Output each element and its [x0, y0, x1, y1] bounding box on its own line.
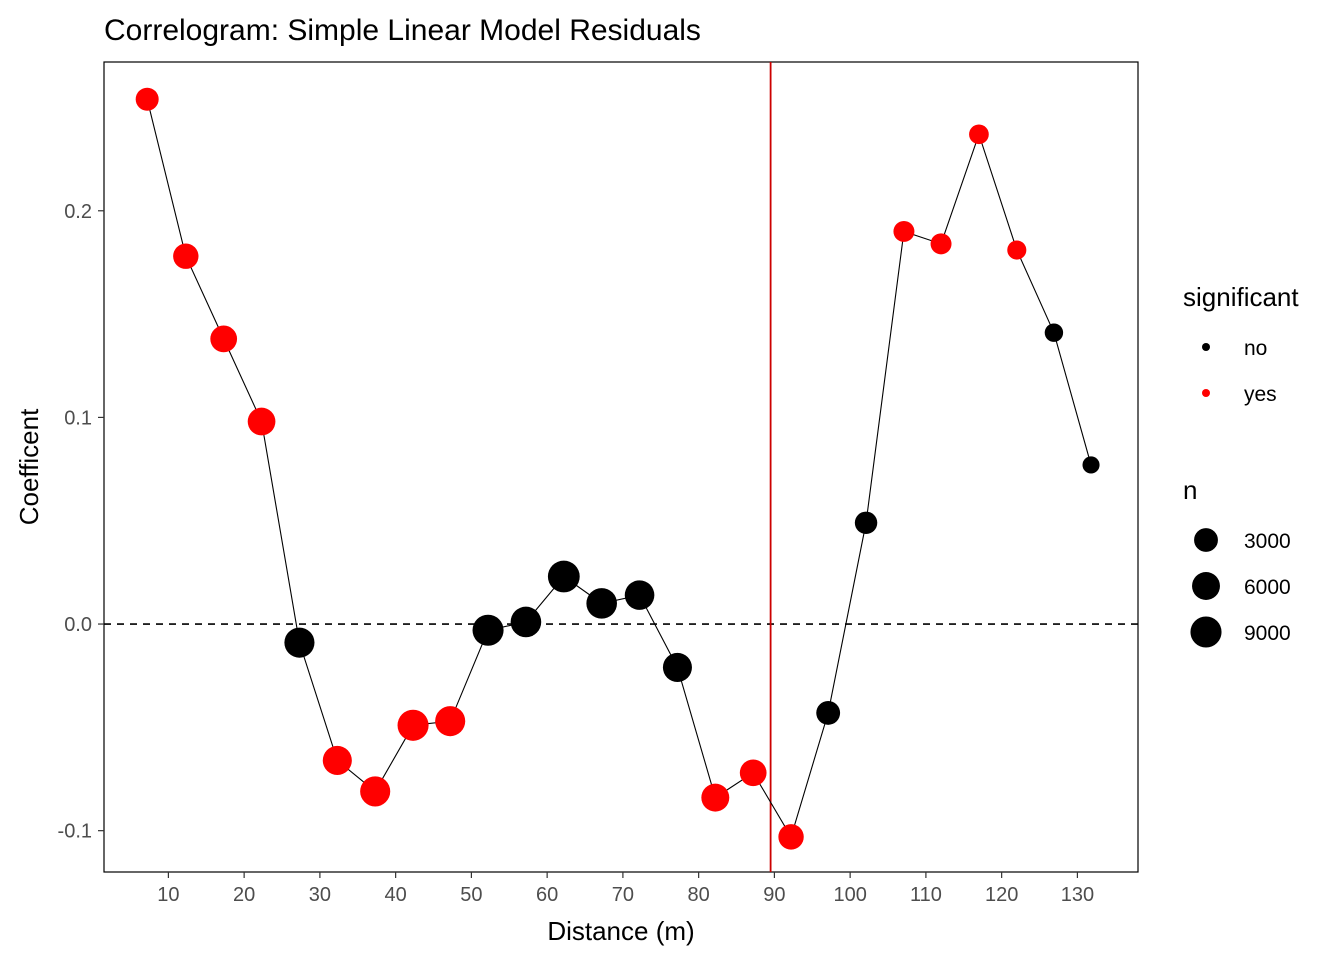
legend-title-n: n — [1183, 475, 1197, 505]
legend-key-no — [1202, 343, 1210, 351]
chart-title: Correlogram: Simple Linear Model Residua… — [104, 14, 701, 47]
data-point-not-significant — [472, 614, 504, 646]
data-point-not-significant — [1044, 323, 1064, 342]
x-tick-label: 10 — [157, 884, 179, 906]
data-point-significant — [173, 243, 199, 269]
data-point-significant — [322, 745, 352, 775]
data-point-significant — [247, 407, 276, 436]
data-point-not-significant — [510, 606, 542, 638]
data-point-significant — [435, 706, 466, 737]
series-line — [146, 99, 1092, 839]
data-point-significant — [1007, 240, 1027, 260]
legend-title-significant: significant — [1183, 282, 1299, 312]
x-tick-label: 60 — [536, 884, 558, 906]
data-point-not-significant — [854, 511, 878, 535]
legend-key-size-3000 — [1194, 528, 1218, 552]
x-tick-label: 50 — [460, 884, 482, 906]
data-point-not-significant — [662, 652, 692, 682]
legend-label-6000: 6000 — [1244, 576, 1291, 599]
legend: significant no yes n 3000 6000 9000 — [1183, 282, 1299, 648]
legend-label-yes: yes — [1244, 383, 1277, 406]
legend-key-size-6000 — [1192, 572, 1220, 600]
data-point-not-significant — [547, 560, 580, 593]
x-tick-label: 20 — [233, 884, 255, 906]
x-axis-label: Distance (m) — [547, 916, 694, 946]
x-tick-label: 70 — [612, 884, 634, 906]
x-tick-label: 130 — [1061, 884, 1094, 906]
legend-key-yes — [1202, 389, 1210, 397]
data-point-significant — [360, 776, 391, 807]
x-tick-label: 80 — [688, 884, 710, 906]
data-point-significant — [135, 87, 159, 111]
data-point-not-significant — [816, 700, 841, 725]
legend-label-no: no — [1244, 337, 1267, 360]
plot-panel-border — [103, 61, 1139, 873]
y-axis-label: Coefficent — [14, 408, 44, 525]
data-point-significant — [397, 709, 429, 741]
data-point-significant — [930, 233, 952, 255]
y-tick-label: 0.0 — [64, 614, 92, 636]
legend-key-size-9000 — [1190, 616, 1222, 648]
data-point-significant — [893, 220, 915, 242]
x-tick-label: 100 — [833, 884, 866, 906]
legend-label-3000: 3000 — [1244, 530, 1291, 553]
y-tick-label: 0.2 — [64, 201, 92, 223]
data-point-significant — [739, 759, 767, 787]
data-point-significant — [210, 325, 238, 353]
data-point-not-significant — [284, 627, 315, 658]
data-point-not-significant — [1082, 456, 1100, 474]
x-tick-label: 40 — [385, 884, 407, 906]
x-tick-label: 90 — [763, 884, 785, 906]
x-tick-label: 30 — [309, 884, 331, 906]
x-tick-label: 110 — [910, 884, 942, 906]
data-point-not-significant — [586, 588, 617, 619]
plot-area: 10 20 30 40 50 60 70 80 90 100 110 120 130 -0.1 0.0 0.1… — [58, 61, 1139, 906]
data-point-significant — [701, 783, 730, 812]
legend-label-9000: 9000 — [1244, 622, 1291, 645]
data-point-significant — [778, 824, 804, 850]
data-point-not-significant — [624, 580, 655, 610]
y-tick-label: -0.1 — [58, 821, 92, 843]
data-point-significant — [969, 124, 989, 145]
x-tick-label: 120 — [985, 884, 1018, 906]
y-tick-label: 0.1 — [64, 407, 92, 429]
